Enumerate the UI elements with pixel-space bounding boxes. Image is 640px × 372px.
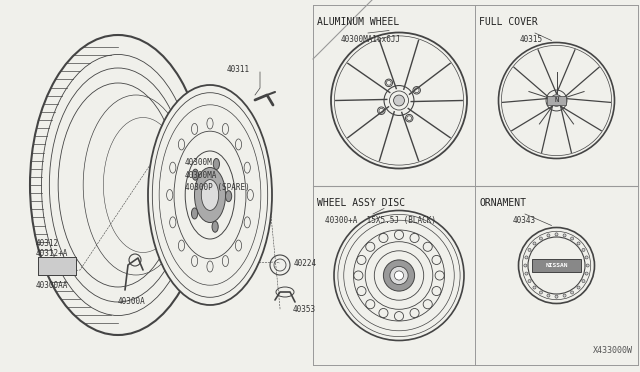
Circle shape [582, 280, 585, 283]
Ellipse shape [191, 208, 198, 219]
Circle shape [540, 291, 543, 294]
Text: FULL COVER: FULL COVER [479, 17, 538, 27]
Text: 40311: 40311 [227, 65, 250, 74]
Text: 40312+A: 40312+A [36, 248, 68, 257]
Circle shape [547, 234, 550, 237]
Text: 40300+A  15X5.5J (BLACK): 40300+A 15X5.5J (BLACK) [325, 216, 436, 225]
Text: 40353: 40353 [293, 305, 316, 314]
Text: 40312: 40312 [36, 238, 59, 247]
Circle shape [525, 272, 528, 275]
Bar [38, 257, 76, 275]
Circle shape [383, 260, 415, 291]
Text: WHEEL ASSY DISC: WHEEL ASSY DISC [317, 198, 405, 208]
Ellipse shape [192, 169, 198, 180]
Text: NISSAN: NISSAN [545, 263, 568, 268]
Circle shape [582, 248, 585, 251]
Circle shape [540, 237, 543, 240]
Bar [532, 259, 581, 272]
Text: X433000W: X433000W [593, 346, 633, 355]
Text: 40224: 40224 [294, 259, 317, 267]
Circle shape [555, 295, 558, 298]
Circle shape [394, 271, 404, 280]
Circle shape [571, 237, 573, 240]
Circle shape [390, 266, 408, 285]
Bar [547, 96, 566, 105]
Circle shape [563, 294, 566, 297]
Ellipse shape [202, 180, 219, 211]
Circle shape [525, 256, 528, 259]
Circle shape [547, 294, 550, 297]
Circle shape [571, 291, 573, 294]
Text: 40300M
40300MA
40300P (SPARE): 40300M 40300MA 40300P (SPARE) [185, 158, 250, 192]
Circle shape [550, 95, 563, 106]
Ellipse shape [225, 191, 232, 202]
Circle shape [577, 242, 580, 245]
Circle shape [394, 95, 404, 106]
Ellipse shape [195, 167, 225, 222]
Circle shape [555, 233, 558, 236]
Text: 40300AA: 40300AA [36, 280, 68, 289]
Circle shape [585, 256, 588, 259]
Circle shape [533, 242, 536, 245]
Text: 40300A: 40300A [118, 298, 146, 307]
Circle shape [528, 248, 531, 251]
Circle shape [586, 264, 589, 267]
Text: N: N [554, 97, 559, 103]
Text: 40315: 40315 [520, 35, 543, 44]
Circle shape [533, 286, 536, 289]
Text: 40343: 40343 [513, 216, 536, 225]
Text: ALUMINUM WHEEL: ALUMINUM WHEEL [317, 17, 399, 27]
Ellipse shape [148, 85, 272, 305]
Ellipse shape [212, 221, 218, 232]
Text: ORNAMENT: ORNAMENT [479, 198, 526, 208]
Ellipse shape [213, 158, 220, 170]
Circle shape [563, 234, 566, 237]
Circle shape [524, 264, 527, 267]
Circle shape [528, 280, 531, 283]
Circle shape [585, 272, 588, 275]
Text: 40300MA16x6JJ: 40300MA16x6JJ [341, 35, 401, 44]
Bar [38, 257, 76, 275]
Circle shape [577, 286, 580, 289]
